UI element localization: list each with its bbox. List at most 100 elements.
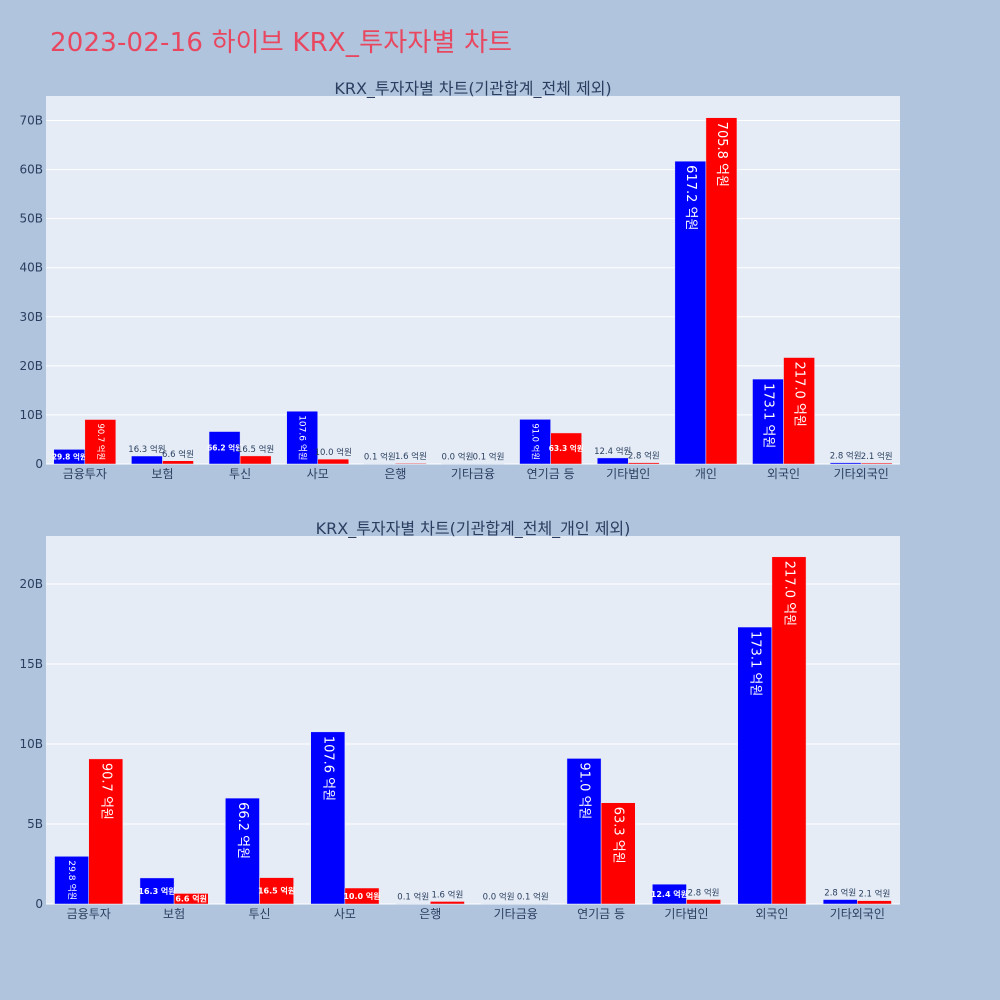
bar-value-label: 0.0 억원 — [483, 892, 515, 903]
bar-value-label: 29.8 억원 — [66, 860, 78, 900]
bar — [162, 460, 194, 465]
bar — [829, 462, 862, 465]
x-tick-label: 보험 — [151, 467, 173, 481]
bar-value-label: 1.6 억원 — [431, 889, 463, 900]
bar — [596, 457, 629, 465]
chart-excluding-individuals: 0 5B 10B 15B 20B KRX_투자자별 차트(기관합계_전체_개인 제외) 금융… — [19, 519, 900, 921]
bar — [771, 556, 807, 905]
bar — [344, 887, 380, 905]
bar — [857, 900, 892, 905]
y-tick-label: 0 — [35, 457, 43, 471]
x-tick-label: 보험 — [163, 907, 185, 921]
bar-value-label: 0.1 억원 — [517, 892, 549, 903]
bar-value-label: 16.5 억원 — [258, 886, 295, 896]
bar-value-label: 6.6 억원 — [162, 449, 194, 460]
bar-value-label: 6.6 억원 — [175, 894, 207, 904]
bar — [515, 903, 551, 905]
x-tick-label: 기타법인 — [664, 907, 708, 921]
x-tick-label: 기타법인 — [606, 467, 650, 481]
bar — [430, 901, 465, 905]
bar-value-label: 2.1 억원 — [861, 451, 893, 462]
bar-value-label: 173.1 억원 — [747, 631, 762, 696]
bar-value-label: 2.8 억원 — [688, 888, 720, 899]
bar — [286, 410, 318, 465]
bar-value-label: 2.8 억원 — [824, 888, 856, 899]
bar — [783, 357, 815, 465]
bar — [519, 419, 551, 465]
bar-value-label: 1.6 억원 — [395, 451, 427, 462]
bar-value-label: 91.0 억원 — [577, 762, 592, 819]
bar — [310, 731, 346, 905]
bar — [600, 802, 636, 905]
bar — [674, 160, 707, 465]
bar — [752, 378, 784, 465]
bar-value-label: 12.4 억원 — [651, 889, 688, 899]
bar-value-label: 2.1 억원 — [858, 889, 890, 900]
bar-value-label: 0.1 억원 — [397, 892, 429, 903]
bar-value-label: 617.2 억원 — [683, 165, 698, 230]
bar-value-label: 2.8 억원 — [628, 451, 660, 462]
x-tick-label: 투신 — [229, 467, 251, 481]
bar — [481, 903, 516, 905]
x-tick-label: 기타금융 — [451, 467, 495, 481]
bar-value-label: 0.1 억원 — [473, 452, 505, 463]
bar-value-label: 90.7 억원 — [96, 423, 106, 460]
bar-value-label: 107.6 억원 — [297, 415, 309, 460]
x-tick-label: 연기금 등 — [577, 907, 625, 921]
y-tick-label: 50B — [19, 212, 43, 226]
bar — [84, 419, 117, 465]
chart-title: KRX_투자자별 차트(기관합계_전체 제외) — [334, 79, 611, 99]
bar-value-label: 10.0 억원 — [343, 891, 380, 901]
bar-value-label: 0.0 억원 — [442, 452, 474, 463]
bar — [364, 463, 396, 465]
bar — [225, 797, 260, 905]
chart-all-investors: 0 10B 20B 30B 40B 50B 60B 70B KRX_투자자별 차트(기관합계_전… — [19, 79, 900, 481]
bar-value-label: 10.0 억원 — [315, 447, 352, 458]
chart-title: KRX_투자자별 차트(기관합계_전체_개인 제외) — [316, 519, 631, 539]
bar-value-label: 173.1 억원 — [761, 383, 776, 448]
bar — [239, 455, 272, 465]
y-tick-label: 10B — [19, 408, 43, 422]
bar — [395, 903, 431, 905]
bar — [737, 626, 773, 905]
bar — [705, 117, 738, 465]
y-tick-label: 30B — [19, 310, 43, 324]
x-tick-label: 기타외국인 — [834, 467, 889, 481]
bar-value-label: 63.3 억원 — [611, 807, 626, 864]
y-tick-label: 0 — [35, 897, 43, 911]
x-tick-label: 투신 — [248, 907, 270, 921]
x-tick-label: 금융투자 — [63, 467, 107, 481]
x-tick-label: 은행 — [384, 466, 406, 481]
y-tick-label: 15B — [19, 657, 43, 671]
bar — [860, 462, 893, 465]
bar-value-label: 705.8 억원 — [714, 122, 729, 187]
y-tick-label: 20B — [19, 359, 43, 373]
bar-value-label: 29.8 억원 — [52, 451, 87, 461]
bar — [441, 463, 474, 465]
bar-value-label: 16.3 억원 — [138, 886, 175, 896]
page-title: 2023-02-16 하이브 KRX_투자자별 차트 — [50, 28, 513, 58]
bar — [259, 877, 294, 905]
y-tick-label: 40B — [19, 261, 43, 275]
y-tick-label: 5B — [27, 817, 43, 831]
bar-value-label: 91.0 억원 — [531, 423, 541, 460]
x-tick-label: 금융투자 — [67, 907, 111, 921]
bar-value-label: 16.5 억원 — [237, 444, 274, 455]
bar — [472, 463, 505, 465]
bar-value-label: 0.1 억원 — [364, 452, 396, 463]
x-tick-label: 사모 — [307, 467, 329, 481]
bar — [395, 462, 427, 465]
bar — [686, 899, 721, 905]
bar-value-label: 63.3 억원 — [549, 443, 584, 453]
bar — [173, 893, 209, 905]
y-tick-label: 10B — [19, 737, 43, 751]
bar-value-label: 66.2 억원 — [235, 802, 250, 859]
bar-value-label: 2.8 억원 — [830, 451, 862, 462]
bar-value-label: 217.0 억원 — [781, 561, 796, 626]
bar — [54, 856, 89, 905]
x-tick-label: 외국인 — [755, 907, 788, 921]
bar — [317, 458, 350, 465]
bar — [652, 883, 687, 905]
bar — [550, 432, 582, 465]
